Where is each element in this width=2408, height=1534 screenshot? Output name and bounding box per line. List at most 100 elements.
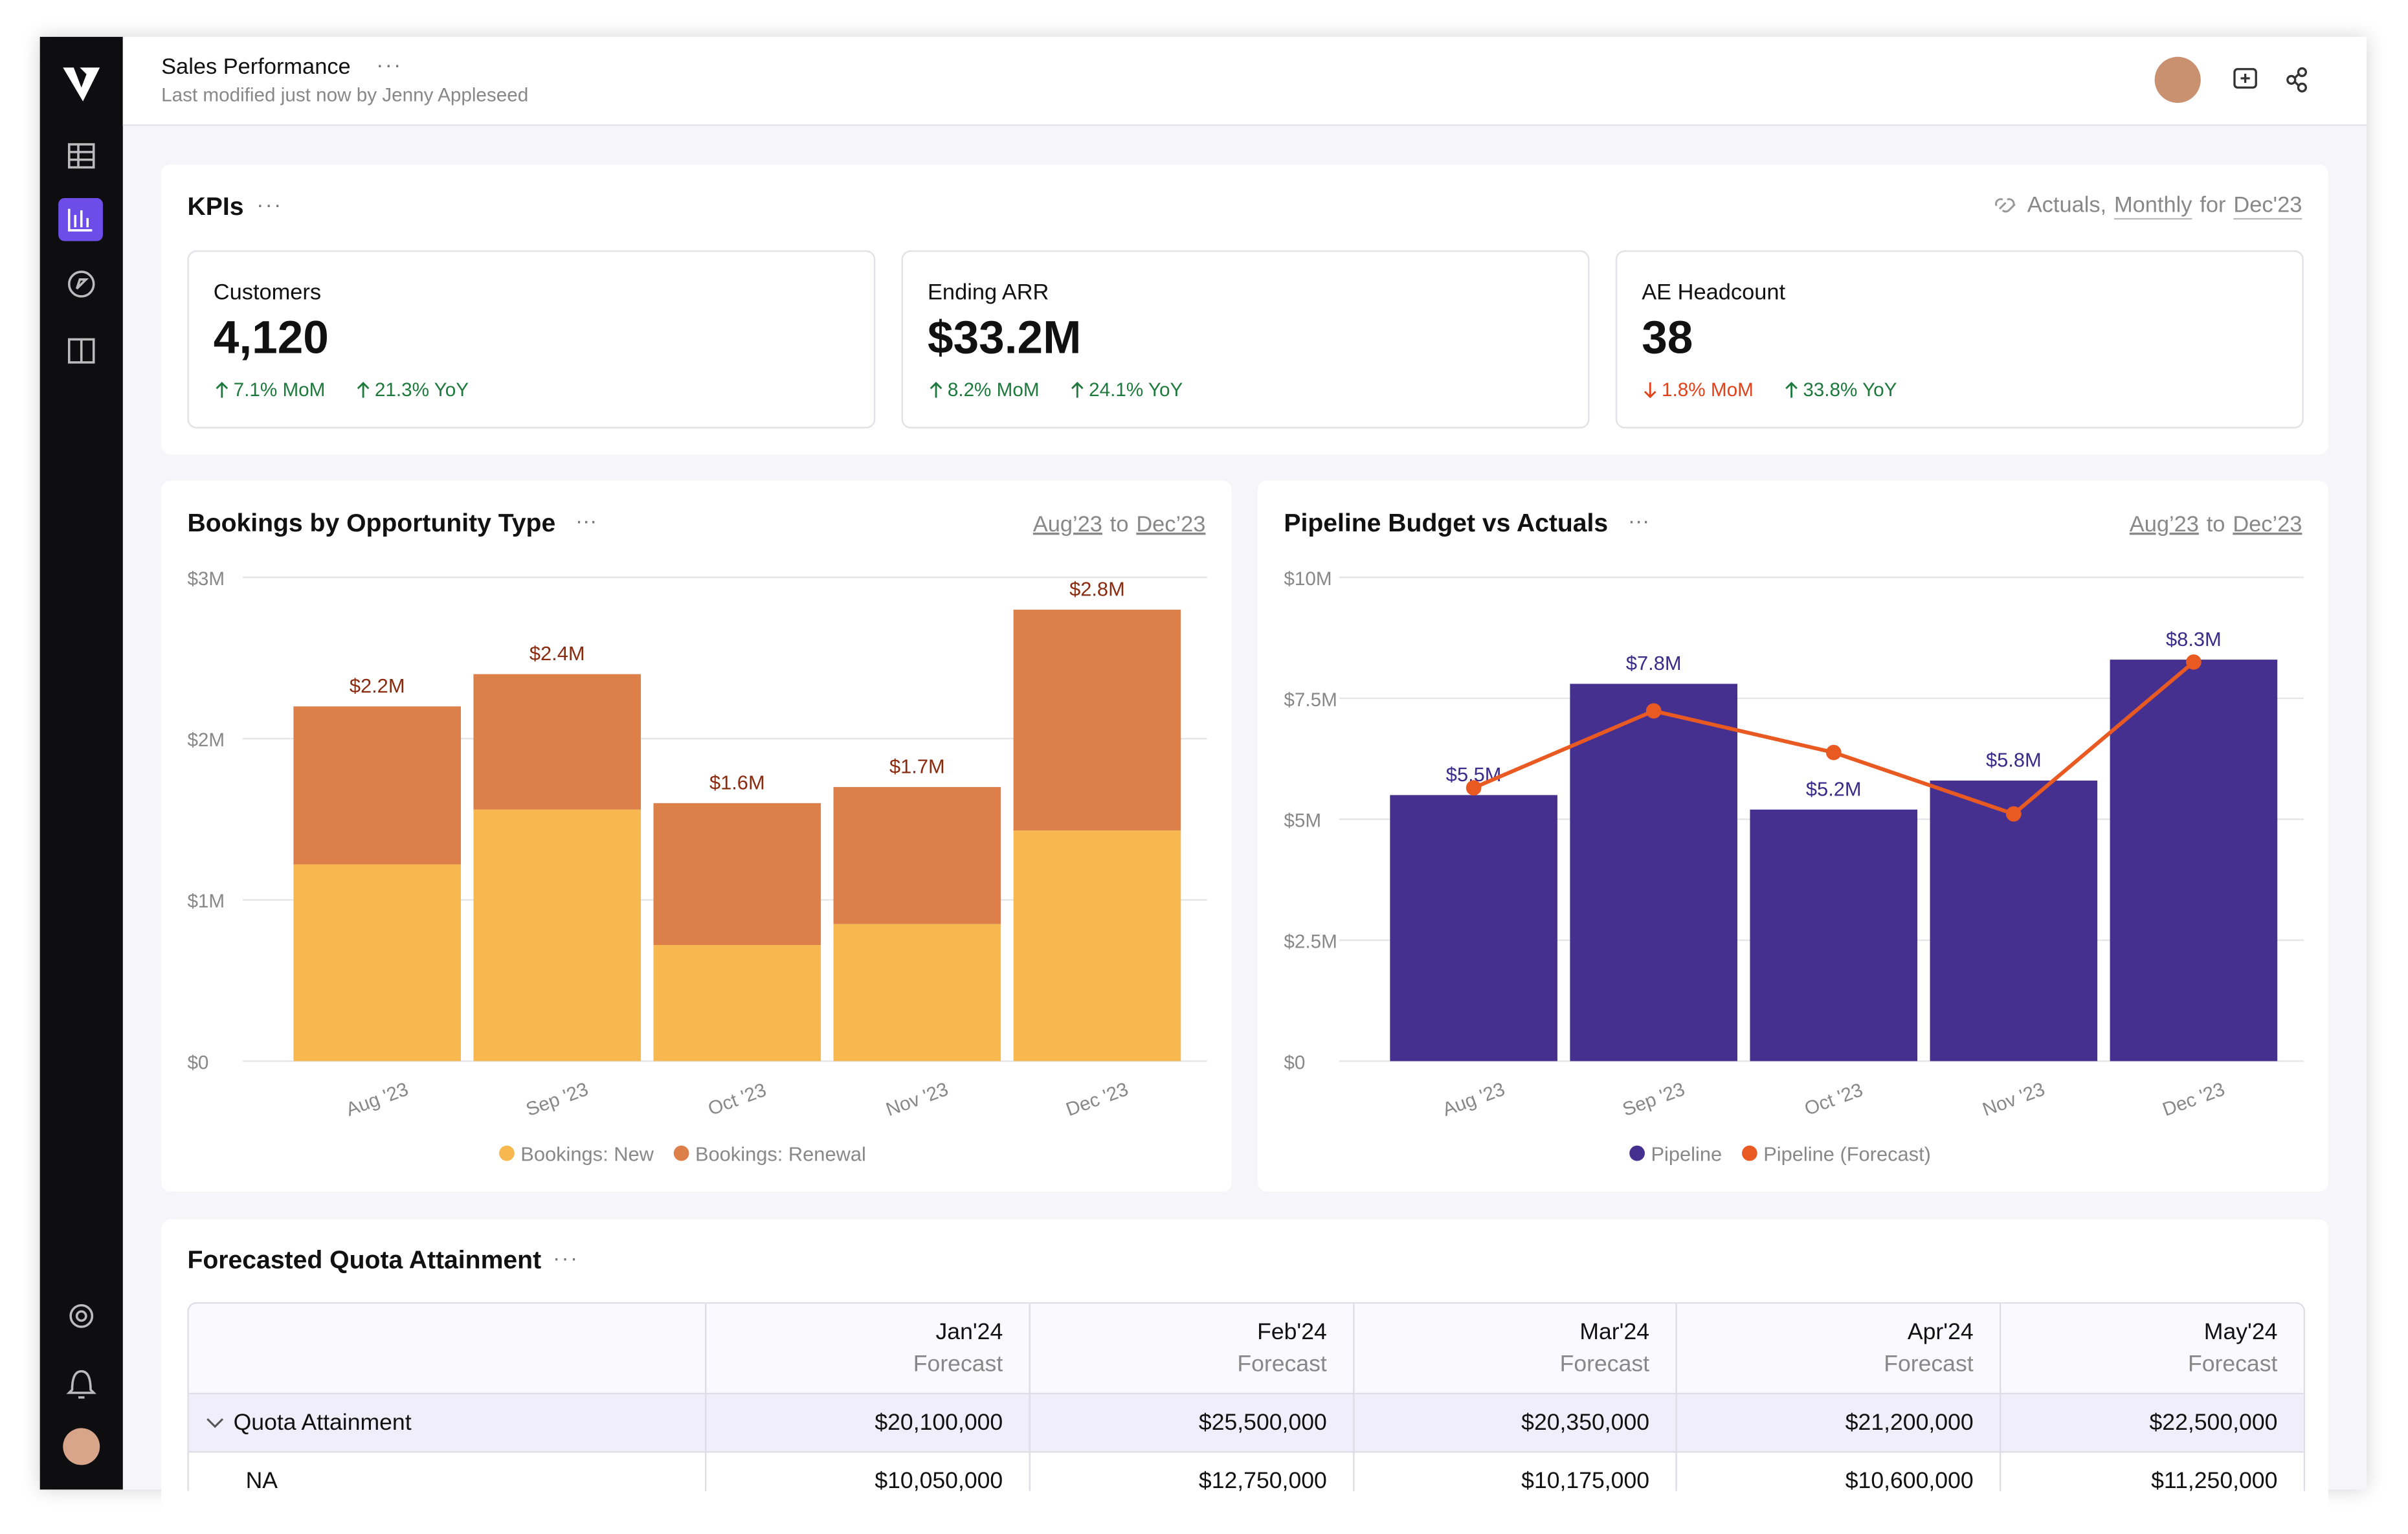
- table-menu[interactable]: ···: [553, 1245, 579, 1271]
- date-range: Dec’23: [2233, 512, 2302, 537]
- sidebar-icons: [58, 67, 103, 1465]
- x-tick-label: Nov '23: [1979, 1078, 2047, 1120]
- bar-segment: [1013, 609, 1181, 831]
- bell-icon[interactable]: [66, 1370, 97, 1399]
- doc-title: Sales Performance: [161, 55, 351, 80]
- section-menu[interactable]: ···: [256, 192, 283, 217]
- table-cell: $25,500,000: [1198, 1409, 1327, 1436]
- settings-icon[interactable]: [69, 1304, 94, 1328]
- kpi-change: 7.1% MoM: [215, 379, 325, 401]
- kpi-value: 38: [1642, 313, 1693, 364]
- trend-arrow: [357, 381, 370, 398]
- y-tick-label: $10M: [1284, 568, 1332, 590]
- table-cell: $10,600,000: [1845, 1468, 1974, 1491]
- chart-title: Bookings by Opportunity Type: [187, 509, 555, 537]
- row-label: NA: [245, 1468, 278, 1491]
- bar-segment: [473, 809, 641, 1062]
- kpi-change: 24.1% YoY: [1071, 379, 1183, 401]
- legend-swatch: [499, 1145, 515, 1161]
- explore-icon[interactable]: [67, 271, 95, 298]
- change-text: 7.1% MoM: [233, 379, 326, 401]
- bar-segment: [1013, 830, 1181, 1062]
- doc-menu[interactable]: ···: [376, 52, 403, 77]
- legend-label: Bookings: New: [520, 1143, 654, 1166]
- line-point: [2186, 654, 2202, 670]
- x-tick-label: Oct '23: [1801, 1079, 1866, 1120]
- sidebar: [39, 36, 123, 1490]
- legend-swatch: [673, 1145, 689, 1161]
- bar: [1390, 795, 1557, 1062]
- forecast-table: Quota Attainment $20,100,000 $25,500,000 $2…: [187, 1302, 2306, 1491]
- x-tick-label: Dec '23: [1063, 1078, 1131, 1120]
- kpi-label: Ending ARR: [927, 281, 1049, 306]
- header-row: [188, 1304, 2304, 1395]
- y-tick-label: $3M: [187, 568, 225, 590]
- column-sub: Forecast: [1884, 1351, 1974, 1378]
- legend-swatch: [1741, 1145, 1757, 1161]
- table-cell: $12,750,000: [1198, 1468, 1327, 1491]
- table-title: Forecasted Quota Attainment: [187, 1247, 542, 1275]
- logo[interactable]: [63, 67, 100, 102]
- change-text: 8.2% MoM: [947, 379, 1040, 401]
- legend-swatch: [1629, 1145, 1645, 1161]
- table-cell: $10,175,000: [1521, 1468, 1650, 1491]
- expand-chevron: [206, 1418, 224, 1428]
- column-month: May'24: [2203, 1318, 2278, 1346]
- kpi-change: 1.8% MoM: [1644, 379, 1754, 401]
- line-point: [1825, 744, 1842, 761]
- bar-segment: [833, 786, 1001, 924]
- date-range: to: [2207, 512, 2225, 537]
- column-divider: [1999, 1304, 2001, 1491]
- total-label: $1.6M: [709, 771, 765, 794]
- period-part: Monthly: [2114, 193, 2192, 218]
- kpi-value: $33.2M: [927, 313, 1082, 364]
- y-tick-label: $5M: [1284, 810, 1321, 832]
- doc-subtitle: Last modified just now by Jenny Applesee…: [161, 84, 529, 106]
- x-tick-label: Sep '23: [1620, 1078, 1688, 1120]
- bar: [1570, 684, 1738, 1062]
- comment-icon[interactable]: [2233, 68, 2257, 89]
- date-range: Aug’23: [2130, 512, 2199, 537]
- table-icon[interactable]: [67, 143, 95, 169]
- bar-segment: [293, 864, 461, 1062]
- change-text: 33.8% YoY: [1803, 379, 1897, 401]
- x-tick-label: Oct '23: [705, 1079, 769, 1120]
- bar: [2110, 660, 2278, 1062]
- chart-menu: ···: [575, 509, 597, 533]
- x-tick-label: Sep '23: [523, 1078, 591, 1120]
- y-tick-label: $7.5M: [1284, 689, 1337, 711]
- kpi-card: Ending ARR $33.2M 8.2% MoM 24.1% YoY: [901, 250, 1590, 428]
- column-divider: [1675, 1304, 1677, 1491]
- x-tick-label: Nov '23: [883, 1078, 951, 1120]
- table-row: [188, 1394, 2304, 1453]
- kpi-change: 33.8% YoY: [1785, 379, 1897, 401]
- user-avatar[interactable]: [63, 1428, 100, 1465]
- kpi-label: AE Headcount: [1642, 281, 1786, 306]
- share-icon[interactable]: [2286, 74, 2297, 85]
- table-cell: $21,200,000: [1845, 1409, 1974, 1436]
- total-label: $1.7M: [889, 755, 945, 778]
- trend-arrow: [216, 381, 229, 398]
- column-divider: [1353, 1304, 1355, 1491]
- bar-segment: [473, 674, 641, 810]
- period-selector[interactable]: Actuals, Monthly for Dec'23: [1995, 194, 2302, 218]
- bar: [1930, 780, 2098, 1062]
- date-range: Aug’23: [1033, 512, 1102, 537]
- total-label: $2.2M: [350, 674, 405, 697]
- line-point: [2005, 806, 2022, 822]
- bar-segment: [833, 924, 1001, 1062]
- period-part: Actuals,: [2027, 193, 2107, 218]
- table-cell: $11,250,000: [2151, 1468, 2278, 1491]
- column-sub: Forecast: [1237, 1351, 1327, 1378]
- kpi-value: 4,120: [213, 313, 329, 364]
- kpi-label: Customers: [213, 281, 322, 306]
- period-part: for: [2200, 193, 2226, 218]
- column-month: Feb'24: [1257, 1318, 1327, 1346]
- trend-arrow: [1785, 381, 1798, 398]
- change-text: 24.1% YoY: [1089, 379, 1183, 401]
- top-bar: Sales Performance ··· Last modified just…: [122, 36, 2367, 126]
- column-sub: Forecast: [2187, 1351, 2278, 1378]
- collaborator-avatar[interactable]: [2154, 56, 2201, 103]
- date-range: to: [1110, 512, 1129, 537]
